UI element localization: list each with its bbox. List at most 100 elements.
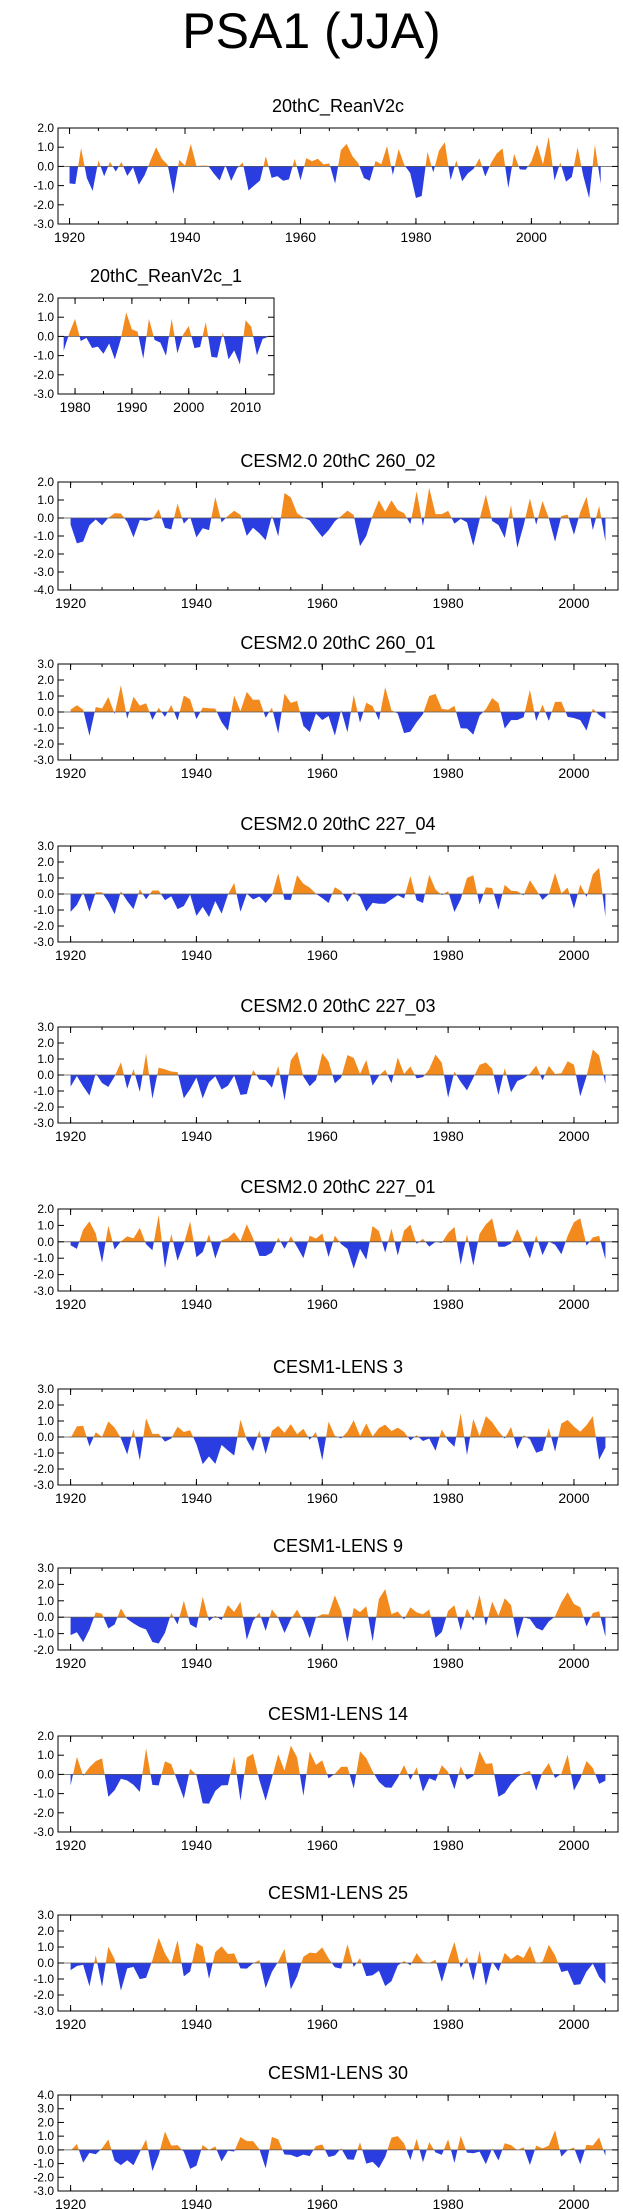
x-tick-label: 1920 [55, 1837, 86, 1853]
y-tick-label: 4.0 [37, 2088, 54, 2102]
y-tick-label: -3.0 [33, 1284, 54, 1298]
negative-area [70, 1437, 606, 1465]
y-tick-label: 0.0 [37, 705, 54, 719]
negative-area [70, 1963, 606, 1991]
chart-panel: CESM1-LENS 30 4.03.02.01.00.0-1.0-2.0-3.0… [33, 2063, 619, 2209]
positive-area [70, 867, 606, 894]
y-tick-label: -1.0 [33, 721, 54, 735]
y-tick-label: 2.0 [37, 475, 54, 489]
y-tick-label: 3.0 [37, 657, 54, 671]
x-tick-label: 1980 [433, 2196, 464, 2209]
x-tick-label: 2000 [173, 399, 204, 415]
y-tick-label: 0.0 [37, 511, 54, 525]
x-tick-label: 1940 [181, 1128, 212, 1144]
x-tick-label: 2000 [558, 1128, 589, 1144]
y-tick-label: -1.0 [33, 2157, 54, 2171]
chart-panel: 20thC_ReanV2c_1 2.0 1.0 0.0 -1.0 -2.0 -3.0 1980… [33, 266, 275, 415]
x-tick-label: 1980 [59, 399, 90, 415]
x-tick-label: 1960 [285, 229, 316, 245]
positive-area [69, 136, 601, 167]
plot-frame [57, 481, 619, 591]
negative-area [70, 1774, 606, 1804]
y-tick-label: 1.0 [37, 1414, 54, 1428]
y-tick-label: -2.0 [33, 919, 54, 933]
chart-title: CESM2.0 20thC 260_01 [240, 633, 435, 654]
x-tick-label: 2000 [558, 2196, 589, 2209]
x-tick-label: 2000 [558, 765, 589, 781]
negative-area [70, 894, 606, 917]
chart-title: CESM1-LENS 9 [273, 1536, 403, 1556]
x-tick-label: 1960 [307, 2196, 338, 2209]
y-tick-label: 2.0 [37, 855, 54, 869]
chart-title: CESM2.0 20thC 227_03 [240, 996, 435, 1017]
x-tick-label: 1920 [55, 1655, 86, 1671]
y-tick-label: 0.0 [37, 1235, 54, 1249]
x-tick-label: 2000 [558, 1655, 589, 1671]
chart-title: CESM1-LENS 25 [268, 1883, 408, 1903]
x-tick-label: 2000 [558, 1837, 589, 1853]
y-tick-label: 2.0 [37, 673, 54, 687]
chart-panel: CESM2.0 20thC 260_02 2.0 1.0 0.0 -1.0 -2.0 -3.… [33, 451, 619, 611]
x-tick-label: 1940 [181, 595, 212, 611]
y-tick-label: -1.0 [33, 1627, 54, 1641]
x-tick-label: 1960 [307, 2016, 338, 2032]
negative-area [70, 1241, 606, 1269]
x-tick-label: 1920 [55, 1128, 86, 1144]
y-tick-label: 0.0 [37, 329, 54, 343]
x-tick-label: 1920 [55, 1296, 86, 1312]
x-tick-label: 1980 [433, 1655, 464, 1671]
negative-area [63, 336, 269, 365]
y-tick-label: -2.0 [33, 1643, 54, 1657]
y-tick-label: -3.0 [33, 935, 54, 949]
x-tick-label: 1960 [307, 1490, 338, 1506]
x-tick-label: 1960 [307, 1296, 338, 1312]
negative-area [70, 712, 606, 736]
chart-panel: CESM2.0 20thC 260_01 3.0 2.0 1.0 0.0 -1.0 -2.0… [33, 633, 619, 781]
y-tick-label: 2.0 [37, 1577, 54, 1591]
negative-area [70, 2149, 606, 2171]
y-tick-label: 0.0 [37, 887, 54, 901]
positive-area [70, 1049, 606, 1075]
y-tick-label: 1.0 [37, 1218, 54, 1232]
positive-area [70, 1745, 606, 1775]
x-tick-label: 1990 [116, 399, 147, 415]
y-tick-label: 3.0 [37, 1561, 54, 1575]
y-tick-label: 0.0 [37, 1068, 54, 1082]
positive-area [71, 2130, 604, 2150]
y-tick-label: 3.0 [37, 839, 54, 853]
y-tick-label: 1.0 [37, 689, 54, 703]
y-tick-label: 3.0 [37, 1908, 54, 1922]
x-tick-label: 1920 [55, 947, 86, 963]
chart-title: 20thC_ReanV2c [272, 96, 404, 117]
y-tick-label: -2.0 [33, 1806, 54, 1820]
y-tick-label: -1.0 [33, 349, 54, 363]
y-tick-label: 2.0 [37, 1924, 54, 1938]
x-tick-label: 1960 [307, 1655, 338, 1671]
x-tick-label: 2000 [558, 595, 589, 611]
plot-frame [57, 127, 619, 225]
y-tick-label: -2.0 [33, 1100, 54, 1114]
y-tick-label: 3.0 [37, 1020, 54, 1034]
y-tick-label: -4.0 [33, 583, 54, 597]
x-tick-label: 2000 [558, 947, 589, 963]
chart-panel: CESM1-LENS 25 3.0 2.0 1.0 0.0 -1.0 -2.0 -3.0192… [33, 1883, 619, 2032]
x-tick-label: 1940 [181, 1296, 212, 1312]
x-tick-label: 1980 [433, 947, 464, 963]
plot-frame [57, 1735, 619, 1833]
y-tick-label: -2.0 [33, 198, 54, 212]
x-tick-label: 1960 [307, 947, 338, 963]
x-tick-label: 2000 [516, 229, 547, 245]
plot-frame [57, 1208, 619, 1292]
y-tick-label: 1.0 [37, 493, 54, 507]
x-tick-label: 1960 [307, 1128, 338, 1144]
y-tick-label: 2.0 [37, 2115, 54, 2129]
x-tick-label: 1980 [433, 1837, 464, 1853]
x-tick-label: 1980 [433, 1128, 464, 1144]
positive-area [70, 685, 606, 712]
negative-area [70, 518, 606, 548]
chart-title: 20thC_ReanV2c_1 [90, 266, 242, 287]
x-tick-label: 1940 [181, 2196, 212, 2209]
positive-area [70, 1413, 606, 1437]
y-tick-label: 1.0 [37, 1052, 54, 1066]
